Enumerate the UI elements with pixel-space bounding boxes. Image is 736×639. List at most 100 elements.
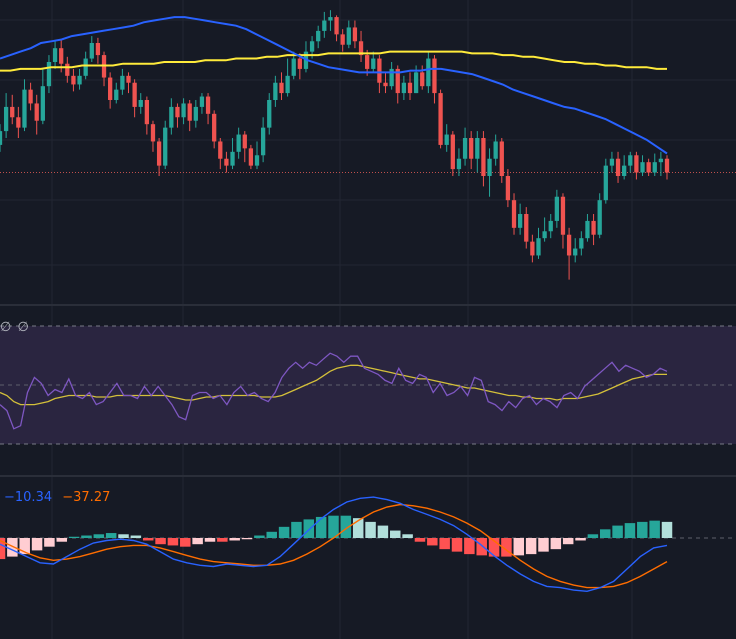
candle-body <box>254 155 260 166</box>
macd-histogram-bar <box>661 521 673 538</box>
candle-body <box>597 200 602 235</box>
candle-body <box>579 238 584 249</box>
candle-body <box>297 58 302 69</box>
candle-body <box>542 231 547 239</box>
candle-body <box>156 141 162 166</box>
candle-body <box>340 34 345 45</box>
candle-body <box>273 82 278 100</box>
candle-body <box>175 106 180 118</box>
candle-body <box>212 113 217 142</box>
rsi-pane-label: ∅ ∅ <box>0 320 30 335</box>
candle-body <box>609 158 615 166</box>
candle-body <box>536 238 541 256</box>
macd-histogram-bar <box>254 535 265 538</box>
macd-histogram-bar <box>464 538 475 555</box>
macd-histogram-bar <box>93 534 105 538</box>
macd-histogram-bar <box>599 529 611 538</box>
macd-histogram-bar <box>575 538 586 541</box>
macd-pane <box>0 496 736 593</box>
candle-body <box>3 106 9 132</box>
candle-body <box>395 68 400 94</box>
candle-body <box>10 106 15 118</box>
macd-histogram-bar <box>241 538 253 540</box>
macd-histogram-bar <box>587 534 599 538</box>
macd-histogram-bar <box>19 538 30 555</box>
macd-histogram-bar <box>155 538 166 545</box>
candle-body <box>664 158 670 173</box>
candle-body <box>291 58 296 76</box>
candle-body <box>328 17 333 21</box>
candles <box>0 10 670 280</box>
candle-body <box>138 100 143 107</box>
macd-histogram-bar <box>624 523 636 538</box>
signal-value: −37.27 <box>62 490 111 505</box>
macd-histogram-bar <box>377 525 389 538</box>
macd-histogram-bar <box>278 526 290 538</box>
candle-body <box>83 58 88 76</box>
price-pane <box>0 10 736 280</box>
candle-body <box>432 58 437 94</box>
candle-body <box>89 43 94 59</box>
candle-body <box>622 165 627 176</box>
macd-histogram-bar <box>105 533 117 538</box>
candle-body <box>132 82 137 107</box>
macd-histogram-bar <box>352 518 364 538</box>
candle-body <box>420 72 425 87</box>
candle-body <box>279 82 284 94</box>
candle-body <box>640 162 645 173</box>
candle-body <box>401 82 407 94</box>
macd-histogram-bar <box>204 538 216 542</box>
candle-body <box>16 117 21 128</box>
candle-body <box>573 248 578 256</box>
macd-histogram-bar <box>130 535 142 538</box>
candle-body <box>71 75 76 85</box>
candle-body <box>205 96 211 114</box>
candle-body <box>481 138 486 176</box>
candle-body <box>163 127 168 166</box>
candle-body <box>658 158 664 163</box>
candle-body <box>236 134 241 152</box>
macd-histogram-bar <box>488 538 500 557</box>
candle-body <box>224 158 229 166</box>
candle-body <box>248 148 254 166</box>
candle-body <box>450 134 455 170</box>
candle-body <box>371 58 376 69</box>
macd-histogram-bar <box>637 521 648 538</box>
candle-body <box>628 155 633 166</box>
macd-histogram-bar <box>501 538 512 557</box>
candle-body <box>309 41 315 52</box>
macd-histogram-bar <box>44 538 55 547</box>
candle-body <box>242 134 247 149</box>
macd-histogram-bar <box>612 525 623 538</box>
candle-body <box>114 89 119 100</box>
candle-body <box>346 27 351 45</box>
candle-body <box>365 55 370 69</box>
macd-histogram-bar <box>538 538 549 552</box>
macd-histogram-bar <box>31 538 43 551</box>
candle-body <box>334 17 339 35</box>
macd-histogram-bar <box>217 538 228 542</box>
candle-body <box>46 62 52 87</box>
candle-body <box>28 89 33 104</box>
macd-histogram-bar <box>81 535 92 538</box>
macd-histogram-bar <box>303 519 315 538</box>
macd-histogram-bar <box>513 538 525 556</box>
macd-histogram-bar <box>192 538 203 545</box>
macd-histogram-bar <box>525 538 537 555</box>
candle-body <box>438 93 443 145</box>
ma-slow-line <box>0 50 667 72</box>
candle-body <box>199 96 205 107</box>
candle-body <box>267 100 272 128</box>
candle-body <box>260 127 266 156</box>
candle-body <box>444 134 449 145</box>
candle-body <box>554 196 559 221</box>
candle-body <box>52 48 58 62</box>
macd-histogram-bar <box>550 538 562 550</box>
candle-body <box>413 72 419 94</box>
macd-histogram-bar <box>402 534 413 538</box>
candle-body <box>150 124 156 142</box>
candle-body <box>462 138 468 159</box>
candle-body <box>493 141 498 159</box>
